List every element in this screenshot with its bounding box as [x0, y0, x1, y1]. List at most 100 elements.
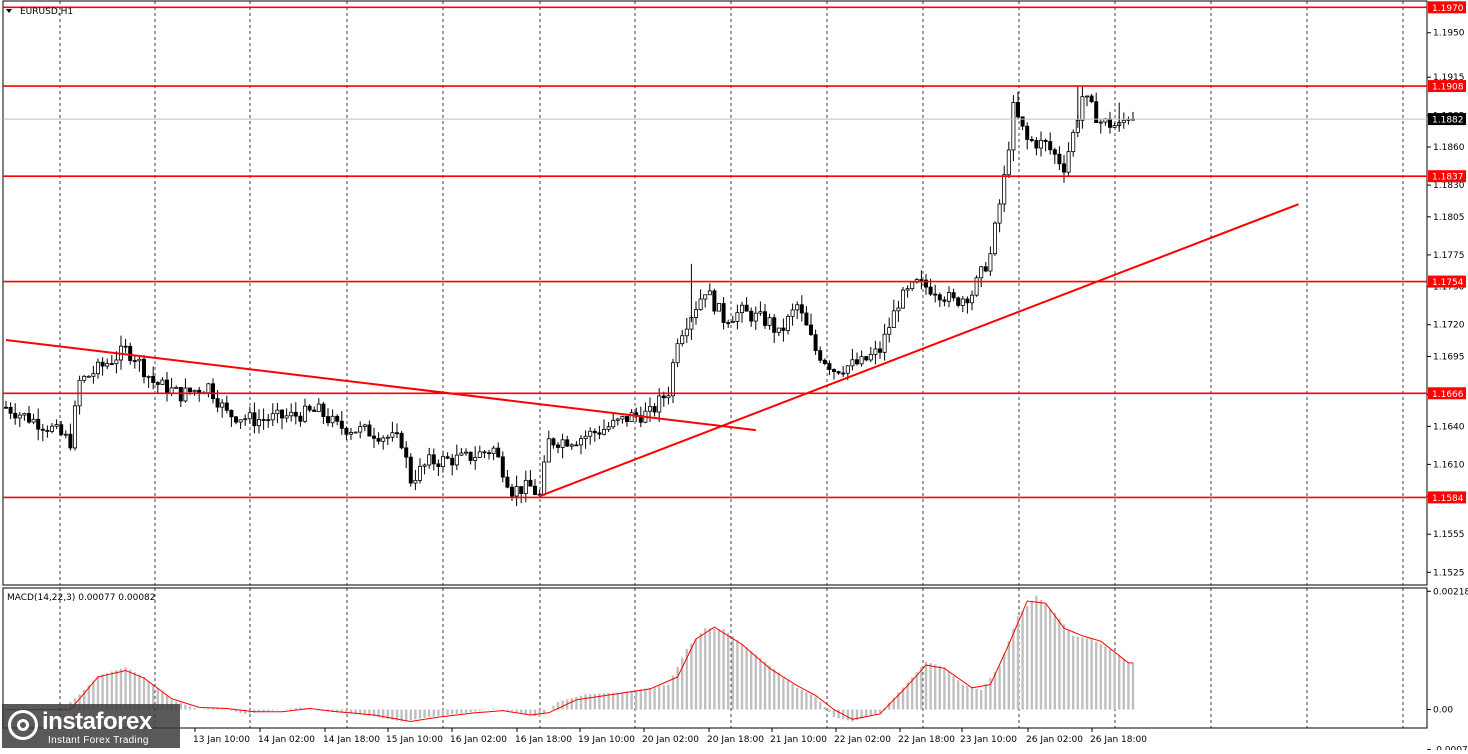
candle-body	[238, 419, 243, 423]
candle-body	[620, 416, 625, 420]
candle-body	[891, 310, 896, 328]
candle-body	[270, 413, 275, 421]
candle-body	[491, 447, 496, 454]
candle-body	[1121, 119, 1126, 124]
candle-body	[178, 387, 183, 402]
candle-body	[523, 479, 528, 494]
candle-body	[477, 451, 482, 458]
candle-body	[924, 279, 929, 288]
candle-body	[381, 437, 386, 442]
trendline-descending	[5, 338, 756, 432]
candle-body	[694, 309, 699, 318]
candle-body	[551, 438, 556, 446]
candle-body	[1062, 163, 1067, 173]
candle-body	[1011, 101, 1016, 151]
candle-body	[73, 405, 78, 449]
candle-body	[1048, 141, 1053, 151]
candle-body	[988, 253, 993, 272]
candle-body	[933, 293, 938, 296]
candle-body	[1066, 151, 1071, 173]
candle-body	[68, 433, 73, 449]
candle-body	[50, 425, 55, 432]
candle-body	[960, 298, 965, 306]
candle-body	[721, 303, 726, 323]
candle-body	[307, 405, 312, 411]
candle-body	[160, 379, 165, 385]
candle-body	[827, 363, 832, 370]
candle-body	[344, 427, 349, 435]
candle-body	[730, 321, 735, 324]
candle-body	[500, 456, 505, 478]
candle-body	[417, 465, 422, 481]
y-tick-label: 1.1750	[1433, 283, 1465, 293]
candle-body	[224, 402, 229, 411]
candle-body	[809, 324, 814, 336]
candle-body	[928, 286, 933, 295]
x-tick-label: 26 Jan 02:00	[1026, 735, 1083, 745]
logo-name: instaforex	[42, 708, 152, 735]
candle-body	[997, 203, 1002, 224]
trendlines[interactable]	[5, 203, 1299, 498]
candle-body	[509, 486, 514, 497]
candle-body	[390, 432, 395, 438]
price-levels[interactable]	[3, 6, 1427, 499]
candle-body	[1039, 139, 1044, 149]
candle-body	[974, 277, 979, 296]
candle-body	[836, 371, 841, 374]
y-tick-label: 1.1610	[1433, 460, 1465, 470]
y-tick-label: 1.1695	[1433, 352, 1465, 362]
candle-body	[629, 412, 634, 422]
candle-body	[40, 428, 45, 431]
candle-body	[454, 454, 459, 466]
candle-body	[574, 444, 579, 447]
candle-body	[818, 350, 823, 361]
candle-body	[583, 435, 588, 440]
candle-body	[625, 416, 630, 422]
candle-body	[707, 290, 712, 296]
candle-body	[666, 395, 671, 399]
candle-body	[832, 369, 837, 373]
candle-body	[325, 416, 330, 424]
candle-body	[312, 409, 317, 412]
price-level-label: 1.1754	[1432, 278, 1464, 288]
candle-body	[348, 432, 353, 435]
candle-body	[763, 311, 768, 326]
candle-body	[919, 279, 924, 281]
candle-body	[279, 409, 284, 419]
candle-body	[63, 433, 68, 436]
candle-body	[597, 432, 602, 435]
candle-body	[611, 419, 616, 428]
candle-body	[1020, 116, 1025, 127]
candle-body	[8, 407, 13, 414]
candle-body	[588, 430, 593, 437]
level-labels: 1.1970 1.1908 1.1837 1.1754 1.1666 1.1584 1.18…	[1428, 1, 1466, 504]
candle-body	[983, 266, 988, 272]
candle-body	[266, 419, 271, 422]
candle-body	[1029, 139, 1034, 141]
candle-body	[54, 424, 59, 427]
candle-body	[445, 456, 450, 459]
x-tick-label: 21 Jan 10:00	[770, 735, 827, 745]
candle-body	[210, 383, 215, 400]
candle-body	[1016, 101, 1021, 118]
candle-body	[740, 304, 745, 314]
x-tick-label: 14 Jan 18:00	[323, 735, 380, 745]
candle-body	[795, 304, 800, 311]
candle-body	[901, 289, 906, 309]
candle-body	[427, 454, 432, 466]
x-tick-label: 23 Jan 10:00	[960, 735, 1017, 745]
candle-body	[215, 398, 220, 408]
price-level-label: 1.1908	[1432, 83, 1464, 93]
panel-frames	[2, 0, 1428, 729]
candle-body	[786, 315, 791, 331]
chart-menu-triangle-icon[interactable]	[6, 9, 12, 13]
candle-body	[302, 405, 307, 422]
candle-body	[335, 415, 340, 422]
candle-body	[59, 424, 64, 435]
candle-body	[1085, 95, 1090, 98]
candle-body	[233, 416, 238, 423]
y-tick-label: 1.1775	[1433, 251, 1465, 261]
candle-body	[781, 327, 786, 331]
